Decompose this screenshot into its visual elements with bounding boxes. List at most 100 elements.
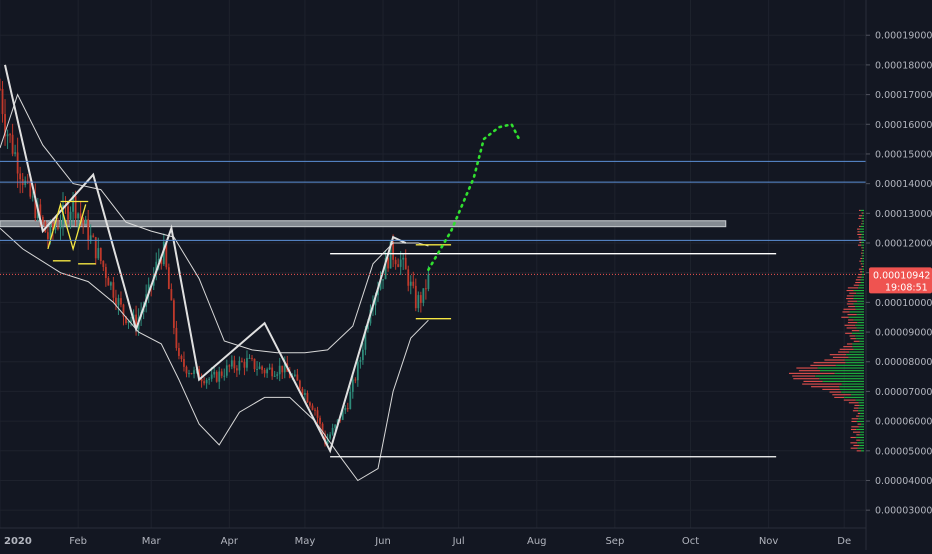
volume-bar-buy bbox=[861, 276, 864, 278]
volume-bar-sell bbox=[846, 303, 854, 305]
candle-body bbox=[9, 134, 11, 136]
volume-bar-buy bbox=[841, 391, 864, 393]
volume-bar-sell bbox=[796, 367, 818, 369]
volume-bar-sell bbox=[858, 273, 862, 276]
candle-body bbox=[46, 232, 49, 239]
volume-bar-sell bbox=[846, 343, 853, 345]
candle-body bbox=[311, 405, 314, 410]
candle-body bbox=[402, 257, 405, 260]
candle-body bbox=[394, 259, 397, 265]
volume-bar-buy bbox=[861, 423, 864, 425]
volume-bar-sell bbox=[803, 380, 823, 382]
volume-bar-sell bbox=[792, 375, 816, 377]
time-tick-label: 2020 bbox=[4, 536, 32, 547]
volume-bar-sell bbox=[850, 436, 856, 439]
volume-bar-buy bbox=[844, 359, 864, 361]
volume-bar-buy bbox=[859, 404, 864, 406]
volume-bar-buy bbox=[860, 209, 864, 211]
volume-bar-buy bbox=[853, 298, 864, 300]
volume-bar-sell bbox=[857, 423, 862, 425]
volume-bar-sell bbox=[850, 442, 858, 444]
volume-bar-sell bbox=[829, 391, 842, 393]
volume-bar-buy bbox=[860, 431, 864, 433]
volume-bar-buy bbox=[859, 284, 864, 286]
volume-bar-buy bbox=[860, 281, 864, 284]
volume-bar-sell bbox=[832, 394, 851, 396]
volume-bar-buy bbox=[853, 348, 864, 350]
time-tick-label: Apr bbox=[221, 536, 239, 547]
volume-bar-sell bbox=[855, 281, 861, 284]
candle-body bbox=[1, 88, 4, 115]
candle-body bbox=[392, 241, 395, 260]
volume-bar-buy bbox=[855, 399, 864, 401]
volume-bar-buy bbox=[848, 316, 864, 318]
volume-bar-buy bbox=[861, 217, 864, 219]
price-tick-label: 0.00019000 bbox=[875, 31, 932, 42]
candle-body bbox=[225, 365, 228, 376]
candle-body bbox=[223, 375, 226, 377]
volume-profile bbox=[788, 209, 864, 452]
candle-body bbox=[175, 327, 178, 349]
volume-bar-sell bbox=[858, 209, 861, 211]
volume-bar-sell bbox=[846, 298, 854, 300]
volume-bar-sell bbox=[843, 346, 853, 348]
volume-bar-sell bbox=[858, 217, 862, 219]
candle-body bbox=[104, 266, 107, 278]
volume-bar-sell bbox=[849, 335, 856, 337]
candle-body bbox=[89, 235, 92, 242]
candle-body bbox=[84, 219, 87, 224]
candle-body bbox=[167, 267, 170, 290]
volume-bar-sell bbox=[851, 330, 860, 332]
volume-bar-sell bbox=[857, 231, 860, 233]
volume-bar-sell bbox=[861, 255, 863, 257]
time-axis: 2020 Feb Mar Apr May Jun Jul Aug Sep Oct Nov De bbox=[0, 527, 866, 547]
volume-bar-sell bbox=[829, 354, 847, 356]
candle-body bbox=[314, 409, 316, 411]
candle-body bbox=[379, 280, 382, 290]
candle-body bbox=[419, 295, 422, 303]
volume-bar-sell bbox=[841, 316, 849, 318]
candle-body bbox=[230, 360, 233, 367]
candle-body bbox=[87, 219, 90, 242]
volume-bar-buy bbox=[853, 295, 864, 297]
volume-bar-buy bbox=[851, 332, 864, 334]
candle-body bbox=[409, 281, 412, 286]
candle-body bbox=[99, 248, 102, 261]
volume-bar-sell bbox=[861, 252, 863, 254]
volume-bar-sell bbox=[852, 431, 861, 433]
volume-bar-sell bbox=[810, 364, 836, 366]
volume-bar-buy bbox=[819, 370, 864, 372]
price-tick-label: 0.00017000 bbox=[875, 90, 932, 101]
volume-bar-buy bbox=[822, 380, 864, 382]
candle-body bbox=[382, 279, 384, 281]
candle-body bbox=[412, 281, 415, 286]
volume-bar-buy bbox=[861, 260, 864, 262]
volume-bar-sell bbox=[824, 359, 845, 361]
volume-bar-sell bbox=[856, 439, 860, 441]
volume-bar-sell bbox=[858, 239, 862, 241]
volume-bar-buy bbox=[855, 324, 864, 326]
horizontal-levels bbox=[0, 160, 866, 458]
volume-bar-sell bbox=[847, 287, 859, 289]
candle-body bbox=[130, 320, 132, 322]
volume-bar-sell bbox=[839, 348, 854, 350]
candle-body bbox=[251, 357, 253, 359]
candle-body bbox=[404, 257, 407, 270]
volume-bar-sell bbox=[852, 410, 859, 412]
volume-bar-buy bbox=[859, 330, 864, 332]
candle-body bbox=[59, 224, 62, 229]
price-tick-label: 0.00015000 bbox=[875, 149, 932, 160]
candle-body bbox=[276, 374, 279, 376]
candle-body bbox=[261, 366, 263, 370]
candle-body bbox=[170, 289, 173, 301]
candle-body bbox=[349, 391, 352, 409]
volume-bar-buy bbox=[859, 340, 864, 342]
candle-body bbox=[384, 257, 387, 280]
volume-bar-sell bbox=[850, 428, 857, 431]
candle-body bbox=[52, 223, 54, 231]
volume-bar-sell bbox=[859, 260, 862, 262]
volume-bar-sell bbox=[848, 306, 855, 308]
